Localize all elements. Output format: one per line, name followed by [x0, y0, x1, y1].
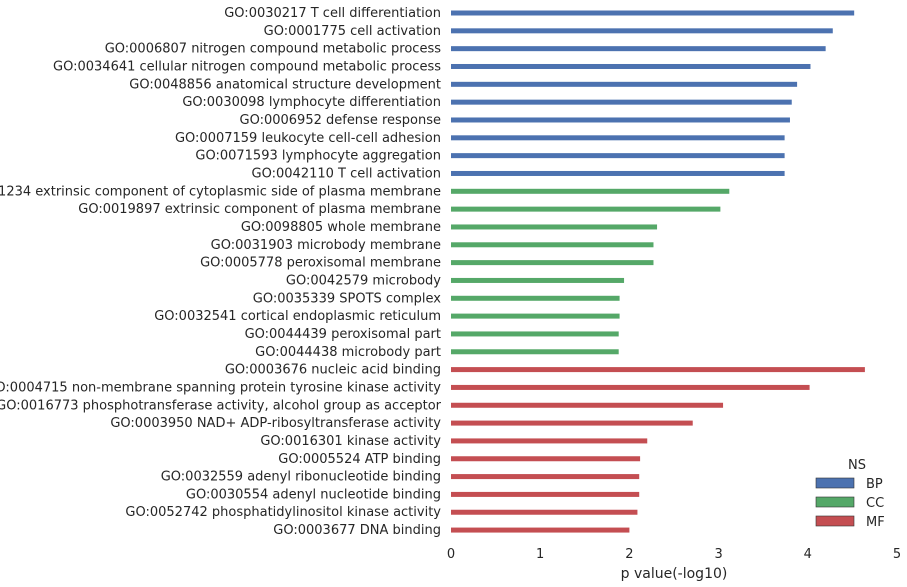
x-tick-label: 4: [804, 547, 812, 562]
legend: NS BP CC MF: [815, 458, 885, 530]
category-label: GO:0030554 adenyl nucleotide binding: [186, 487, 441, 502]
category-label: GO:0042579 microbody: [286, 273, 441, 288]
legend-swatch-cc: [815, 496, 855, 508]
category-label: GO:0031903 microbody membrane: [211, 238, 441, 253]
legend-label-cc: CC: [866, 496, 884, 511]
bar-bp: [451, 99, 792, 105]
category-label: GO:0001775 cell activation: [264, 24, 441, 39]
bar-mf: [451, 402, 724, 408]
x-axis: 0 1 2 3 4 5: [447, 547, 901, 562]
bar-mf: [451, 420, 693, 426]
bar-mf: [451, 509, 638, 515]
legend-label-bp: BP: [866, 477, 883, 492]
bar-cc: [451, 331, 619, 337]
category-label: GO:0003677 DNA binding: [273, 523, 441, 538]
bar-bp: [451, 135, 785, 141]
bar-cc: [451, 260, 654, 266]
x-tick-label: 5: [893, 547, 901, 562]
bar-cc: [451, 349, 619, 355]
category-label: GO:0098805 whole membrane: [241, 220, 441, 235]
category-label: GO:0006952 defense response: [240, 113, 442, 128]
x-tick-label: 1: [536, 547, 544, 562]
x-axis-title: p value(-log10): [621, 566, 728, 582]
bars-layer: [451, 10, 865, 533]
category-label: GO:0071593 lymphocyte aggregation: [195, 149, 441, 164]
bar-bp: [451, 10, 855, 16]
category-label: GO:0003950 NAD+ ADP-ribosyltransferase a…: [110, 416, 441, 431]
bar-cc: [451, 313, 620, 319]
category-label: GO:0030217 T cell differentiation: [224, 6, 441, 21]
x-tick-label: 3: [714, 547, 722, 562]
category-label: GO:0052742 phosphatidylinositol kinase a…: [125, 505, 441, 520]
bar-bp: [451, 81, 798, 87]
bar-cc: [451, 188, 730, 194]
category-label: GO:0042110 T cell activation: [252, 166, 441, 181]
category-labels: GO:0030217 T cell differentiation GO:0001…: [0, 6, 442, 538]
legend-title: NS: [848, 458, 866, 473]
bar-mf: [451, 527, 630, 533]
legend-swatch-bp: [815, 477, 855, 489]
category-label: GO:0035339 SPOTS complex: [253, 291, 442, 306]
category-label: GO:0019897 extrinsic component of plasma…: [78, 202, 441, 217]
bar-mf: [451, 456, 641, 462]
bar-cc: [451, 224, 658, 230]
bar-mf: [451, 367, 865, 373]
category-label: GO:0007159 leukocyte cell-cell adhesion: [175, 131, 441, 146]
category-label: GO:0016773 phosphotransferase activity, …: [0, 398, 442, 413]
bar-bp: [451, 46, 826, 52]
bar-bp: [451, 117, 790, 123]
bar-bp: [451, 153, 785, 159]
category-label: GO:0016301 kinase activity: [260, 434, 441, 449]
category-label: GO:0005778 peroxisomal membrane: [200, 256, 441, 271]
category-label: GO:0044439 peroxisomal part: [245, 327, 441, 342]
bar-cc: [451, 295, 620, 301]
category-label: GO:0032559 adenyl ribonucleotide binding: [161, 470, 441, 485]
bar-mf: [451, 491, 640, 497]
bar-cc: [451, 242, 654, 248]
category-label: GO:0048856 anatomical structure developm…: [129, 77, 441, 92]
category-label: GO:0034641 cellular nitrogen compound me…: [53, 59, 441, 74]
category-label: GO:0005524 ATP binding: [278, 452, 441, 467]
x-tick-label: 0: [447, 547, 455, 562]
category-label: GO:0006807 nitrogen compound metabolic p…: [105, 42, 442, 57]
bar-mf: [451, 384, 810, 390]
category-label: GO:0004715 non-membrane spanning protein…: [0, 380, 441, 395]
category-label: GO:0031234 extrinsic component of cytopl…: [0, 184, 441, 199]
category-label: GO:0044438 microbody part: [255, 345, 441, 360]
x-tick-label: 2: [625, 547, 633, 562]
bar-bp: [451, 63, 811, 69]
bar-bp: [451, 28, 833, 34]
bar-mf: [451, 474, 640, 480]
bar-cc: [451, 206, 721, 212]
bar-bp: [451, 170, 785, 176]
category-label: GO:0032541 cortical endoplasmic reticulu…: [154, 309, 441, 324]
legend-swatch-mf: [815, 515, 855, 527]
category-label: GO:0003676 nucleic acid binding: [225, 363, 441, 378]
bar-mf: [451, 438, 648, 444]
legend-label-mf: MF: [866, 515, 885, 530]
bar-cc: [451, 277, 625, 283]
category-label: GO:0030098 lymphocyte differentiation: [182, 95, 441, 110]
